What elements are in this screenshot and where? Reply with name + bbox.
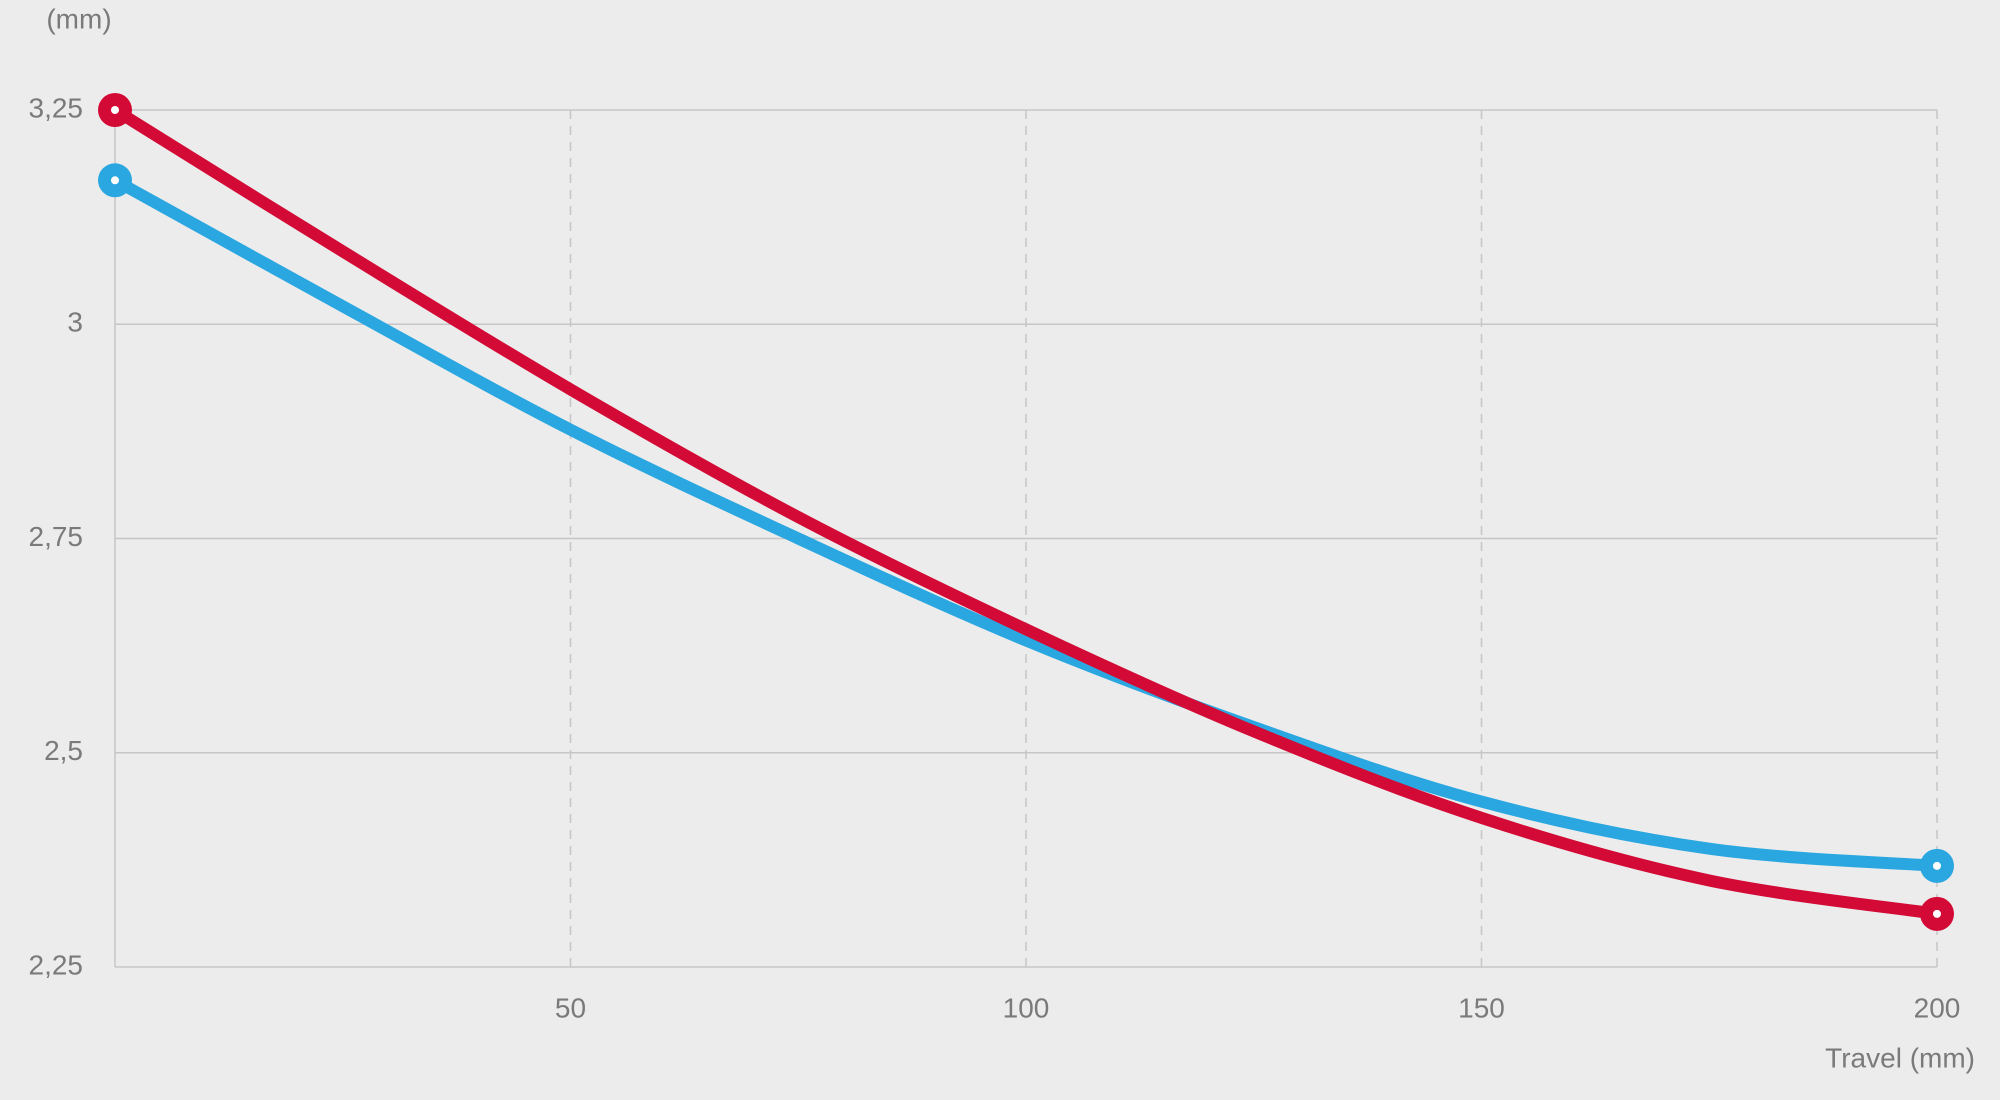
x-tick-label: 50 — [555, 992, 586, 1023]
y-tick-label: 3 — [67, 307, 83, 338]
line — [109, 104, 1943, 920]
y-tick-label: 2,5 — [44, 735, 83, 766]
end-marker-dot — [111, 106, 119, 114]
y-tick-label: 2,25 — [29, 949, 84, 980]
x-axis-label: Travel (mm) — [1825, 1042, 1975, 1073]
y-axis-label: (mm) — [46, 3, 111, 34]
line — [109, 174, 1943, 872]
x-tick-label: 150 — [1458, 992, 1505, 1023]
y-tick-label: 2,75 — [29, 521, 84, 552]
end-marker-dot — [1933, 861, 1941, 870]
end-marker-dot — [111, 176, 119, 185]
x-tick-label: 200 — [1914, 992, 1961, 1023]
x-tick-label: 100 — [1003, 992, 1050, 1023]
y-tick-label: 3,25 — [29, 92, 84, 123]
end-marker-dot — [1933, 909, 1941, 918]
